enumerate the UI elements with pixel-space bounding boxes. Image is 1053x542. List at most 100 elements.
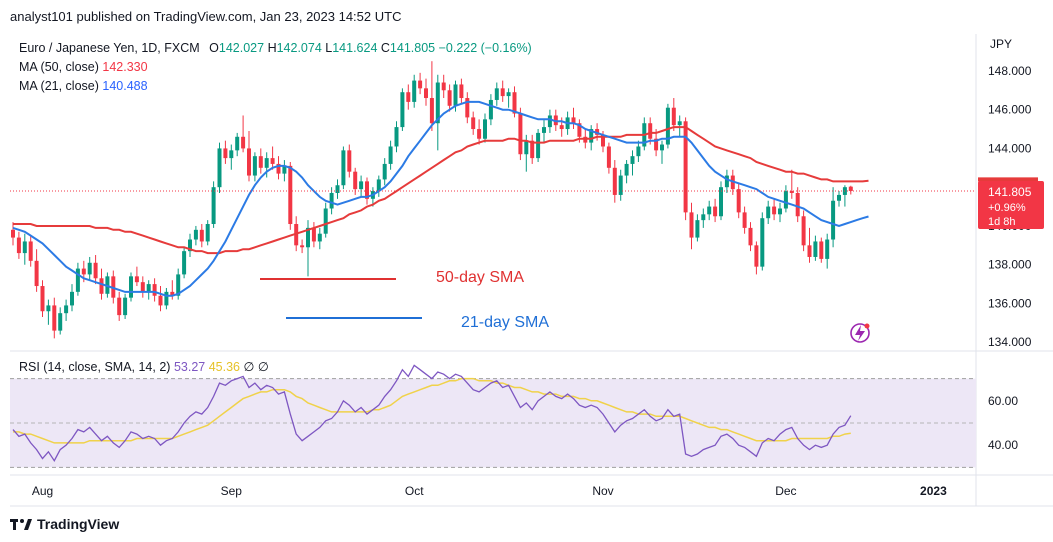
price-badge-countdown: 1d 8h <box>988 216 1016 228</box>
candle-body <box>22 241 27 254</box>
candle-body <box>606 146 611 168</box>
candle-body <box>81 268 86 275</box>
candle-body <box>70 291 74 306</box>
candle-up <box>359 175 364 197</box>
candle-body <box>418 80 423 89</box>
candle-up <box>825 233 830 269</box>
candle-body <box>778 208 782 215</box>
ohlc-close-label: C <box>380 41 390 55</box>
candle-body <box>288 165 293 225</box>
candle-body <box>182 251 187 275</box>
candle-body <box>488 99 493 120</box>
candle-body <box>264 158 269 168</box>
candle-up <box>193 225 198 246</box>
candle-up <box>229 144 234 170</box>
candle-body <box>140 282 145 292</box>
ma21-legend-row[interactable]: MA (21, close) 140.488 <box>19 77 532 96</box>
symbol-name[interactable]: Euro / Japanese Yen, 1D, FXCM <box>19 41 200 55</box>
candle-body <box>542 127 546 133</box>
candle-body <box>158 295 163 306</box>
candle-up <box>335 179 340 199</box>
candle-body <box>477 129 482 139</box>
candle-body <box>465 98 470 118</box>
candle-up <box>665 103 670 149</box>
candle-body <box>766 206 771 219</box>
price-tick-label: 146.000 <box>988 103 1032 117</box>
candle-down <box>801 210 806 252</box>
candle-up <box>182 247 187 279</box>
candle-body <box>217 148 222 188</box>
candle-up <box>719 181 723 221</box>
footer-brand[interactable]: TradingView <box>10 514 119 534</box>
candle-body <box>223 148 228 159</box>
candle-body <box>471 117 476 130</box>
rsi-sma-line <box>13 377 851 444</box>
candle-down <box>612 160 617 203</box>
candle-body <box>276 163 281 174</box>
lightning-icon-ring <box>850 323 870 343</box>
candle-body <box>494 88 499 100</box>
candle-up <box>813 235 818 261</box>
candle-up <box>624 160 629 184</box>
candle-down <box>52 297 57 339</box>
candle-body <box>618 175 623 195</box>
chart-canvas[interactable]: JPY134.000136.000138.000140.000142.00014… <box>0 0 1053 510</box>
candle-body <box>713 206 718 217</box>
candle-body <box>188 239 192 252</box>
lightning-icon-bolt <box>855 325 865 341</box>
ma50-legend-row[interactable]: MA (50, close) 142.330 <box>19 58 532 77</box>
candle-body <box>748 227 753 246</box>
candle-up <box>22 233 27 265</box>
price-badge-bg <box>978 180 1044 229</box>
candle-down <box>518 107 523 161</box>
rsi-line <box>12 364 852 462</box>
candle-body <box>335 185 340 193</box>
candle-body <box>819 241 824 259</box>
candle-down <box>258 148 263 174</box>
candle-body <box>630 156 635 164</box>
candle-body <box>394 127 399 147</box>
candle-down <box>754 241 759 275</box>
candle-body <box>241 136 246 149</box>
publisher-bar: analyst101 published on TradingView.com,… <box>0 0 1053 34</box>
price-tick-label: 134.000 <box>988 335 1032 349</box>
rsi-legend[interactable]: RSI (14, close, SMA, 14, 2) 53.27 45.36 … <box>19 359 269 374</box>
candle-body <box>571 117 576 124</box>
candle-body <box>176 274 181 296</box>
candle-body <box>323 208 328 234</box>
candle-up <box>636 140 641 162</box>
candle-up <box>75 262 80 296</box>
candle-body <box>193 229 198 240</box>
rsi-sma-legend-value: 45.36 <box>208 360 240 374</box>
candle-up <box>282 160 287 182</box>
candle-body <box>813 241 818 257</box>
candle-down <box>683 117 688 221</box>
candle-body <box>736 189 741 213</box>
candle-down <box>441 74 446 99</box>
candle-down <box>671 98 676 131</box>
candle-body <box>724 175 729 188</box>
candle-body <box>87 262 92 275</box>
candle-body <box>93 262 98 279</box>
candle-body <box>441 82 446 91</box>
candle-down <box>28 235 33 267</box>
candle-body <box>229 150 234 159</box>
candle-up <box>129 272 133 302</box>
publisher-text: analyst101 published on TradingView.com,… <box>10 9 402 24</box>
candle-up <box>630 150 635 176</box>
candle-down <box>406 84 411 110</box>
candle-body <box>205 224 210 242</box>
candle-body <box>134 276 139 283</box>
lightning-icon[interactable] <box>850 323 870 343</box>
candle-body <box>28 241 33 261</box>
candle-body <box>329 193 334 209</box>
candle-up <box>778 202 782 223</box>
time-tick-label: Oct <box>405 484 424 498</box>
ma21-line <box>12 100 869 297</box>
candle-body <box>388 146 393 164</box>
candle-up <box>506 88 511 108</box>
sma50-annotation-label: 50-day SMA <box>436 269 524 286</box>
candle-body <box>359 181 364 190</box>
candle-down <box>819 237 824 263</box>
candle-up <box>618 169 623 201</box>
